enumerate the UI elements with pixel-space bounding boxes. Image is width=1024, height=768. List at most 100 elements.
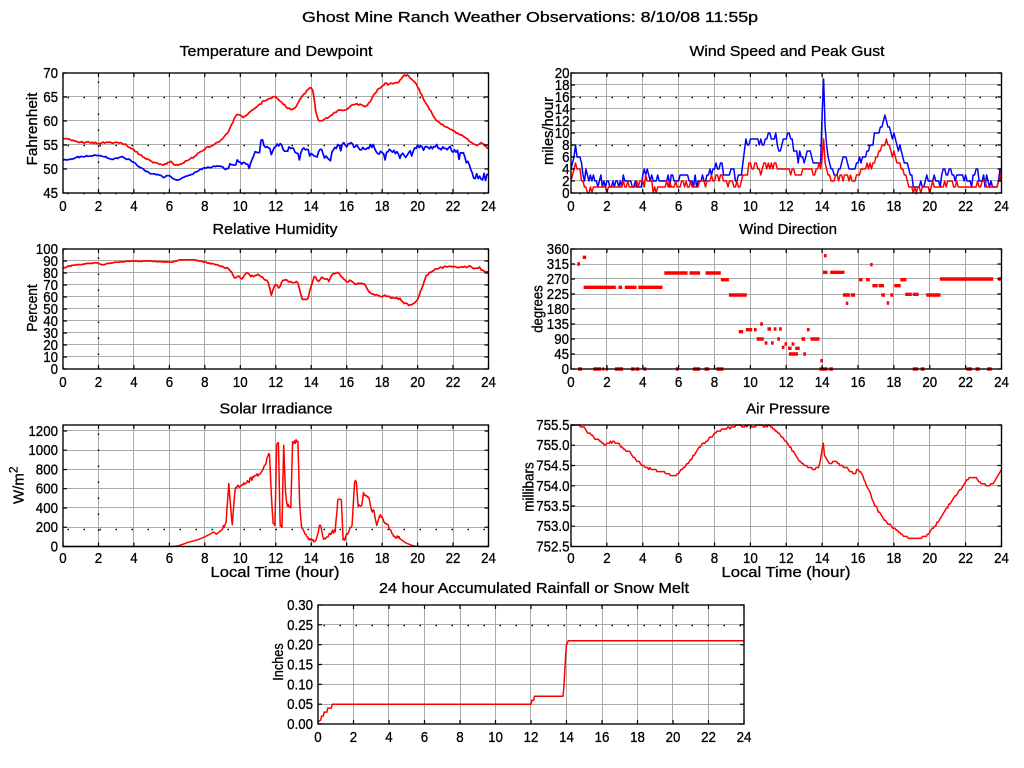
svg-text:10: 10 xyxy=(743,374,758,391)
svg-text:24: 24 xyxy=(481,550,496,567)
svg-text:800: 800 xyxy=(36,462,58,479)
svg-text:8: 8 xyxy=(201,374,208,391)
svg-text:2: 2 xyxy=(603,550,610,567)
svg-text:6: 6 xyxy=(166,550,173,567)
svg-text:0: 0 xyxy=(314,729,321,746)
svg-text:14: 14 xyxy=(555,101,570,118)
svg-text:0: 0 xyxy=(567,198,574,215)
svg-text:12: 12 xyxy=(268,198,283,215)
svg-text:55: 55 xyxy=(43,137,58,154)
svg-text:24: 24 xyxy=(481,198,496,215)
svg-text:18: 18 xyxy=(887,374,902,391)
svg-text:4: 4 xyxy=(639,374,646,391)
svg-text:Percent: Percent xyxy=(24,283,41,331)
svg-text:10: 10 xyxy=(233,550,248,567)
svg-text:miles/hour: miles/hour xyxy=(540,97,557,165)
svg-text:754.0: 754.0 xyxy=(536,478,569,495)
svg-text:755.0: 755.0 xyxy=(536,437,569,454)
svg-text:4: 4 xyxy=(385,729,392,746)
svg-text:10: 10 xyxy=(43,349,58,366)
svg-text:22: 22 xyxy=(958,550,973,567)
svg-text:2: 2 xyxy=(95,550,102,567)
svg-text:Local Time (hour): Local Time (hour) xyxy=(722,564,851,581)
svg-text:6: 6 xyxy=(675,198,682,215)
svg-text:Solar Irradiance: Solar Irradiance xyxy=(220,401,333,418)
svg-text:12: 12 xyxy=(779,550,794,567)
svg-text:20: 20 xyxy=(922,550,937,567)
svg-text:22: 22 xyxy=(958,198,973,215)
svg-text:400: 400 xyxy=(36,500,58,517)
svg-text:30: 30 xyxy=(43,325,58,342)
svg-text:1000: 1000 xyxy=(28,442,58,459)
svg-text:20: 20 xyxy=(666,729,681,746)
svg-text:0.20: 0.20 xyxy=(287,637,313,654)
svg-text:10: 10 xyxy=(233,198,248,215)
svg-text:0.15: 0.15 xyxy=(287,657,313,674)
svg-text:6: 6 xyxy=(675,374,682,391)
svg-text:2: 2 xyxy=(603,374,610,391)
svg-text:18: 18 xyxy=(630,729,645,746)
svg-text:0: 0 xyxy=(567,550,574,567)
svg-text:16: 16 xyxy=(555,89,570,106)
svg-text:16: 16 xyxy=(339,374,354,391)
svg-text:2: 2 xyxy=(350,729,357,746)
svg-text:12: 12 xyxy=(268,550,283,567)
svg-text:70: 70 xyxy=(43,277,58,294)
svg-text:0: 0 xyxy=(51,539,58,556)
svg-text:18: 18 xyxy=(375,374,390,391)
svg-text:2: 2 xyxy=(95,198,102,215)
svg-text:40: 40 xyxy=(43,313,58,330)
svg-text:2: 2 xyxy=(603,198,610,215)
svg-text:8: 8 xyxy=(562,137,569,154)
svg-text:0.25: 0.25 xyxy=(287,617,313,634)
svg-text:315: 315 xyxy=(547,256,569,273)
svg-text:Inches: Inches xyxy=(270,643,287,681)
svg-text:22: 22 xyxy=(701,729,716,746)
svg-text:50: 50 xyxy=(43,301,58,318)
svg-text:20: 20 xyxy=(410,550,425,567)
svg-text:10: 10 xyxy=(743,550,758,567)
svg-text:18: 18 xyxy=(887,198,902,215)
svg-text:22: 22 xyxy=(958,374,973,391)
svg-text:Local Time (hour): Local Time (hour) xyxy=(211,564,340,581)
svg-text:18: 18 xyxy=(375,550,390,567)
svg-text:4: 4 xyxy=(130,198,137,215)
svg-text:270: 270 xyxy=(547,271,569,288)
svg-text:Wind Direction: Wind Direction xyxy=(739,221,837,238)
svg-text:90: 90 xyxy=(554,331,569,348)
svg-text:0.30: 0.30 xyxy=(287,597,313,614)
svg-text:12: 12 xyxy=(779,198,794,215)
svg-text:60: 60 xyxy=(43,289,58,306)
svg-text:22: 22 xyxy=(446,550,461,567)
svg-text:6: 6 xyxy=(166,374,173,391)
svg-text:20: 20 xyxy=(922,374,937,391)
svg-text:18: 18 xyxy=(555,77,570,94)
svg-text:753.0: 753.0 xyxy=(536,518,569,535)
svg-text:225: 225 xyxy=(547,286,569,303)
svg-text:0: 0 xyxy=(562,185,569,202)
svg-text:Relative Humidity: Relative Humidity xyxy=(213,221,339,238)
svg-text:millibars: millibars xyxy=(521,462,538,512)
svg-text:0.10: 0.10 xyxy=(287,676,313,693)
svg-text:20: 20 xyxy=(410,374,425,391)
svg-text:Fahrenheit: Fahrenheit xyxy=(24,92,41,166)
svg-text:12: 12 xyxy=(524,729,539,746)
svg-text:2: 2 xyxy=(95,374,102,391)
svg-text:0: 0 xyxy=(59,198,66,215)
svg-text:10: 10 xyxy=(555,125,570,142)
svg-text:6: 6 xyxy=(166,198,173,215)
svg-text:100: 100 xyxy=(36,241,58,258)
svg-text:135: 135 xyxy=(547,316,569,333)
svg-text:24: 24 xyxy=(994,374,1009,391)
svg-text:Ghost Mine Ranch Weather Obser: Ghost Mine Ranch Weather Observations: 8… xyxy=(302,9,758,26)
svg-text:4: 4 xyxy=(639,198,646,215)
svg-text:0.00: 0.00 xyxy=(287,716,313,733)
svg-text:80: 80 xyxy=(43,265,58,282)
svg-text:70: 70 xyxy=(43,65,58,82)
svg-text:0.05: 0.05 xyxy=(287,696,313,713)
svg-text:16: 16 xyxy=(851,198,866,215)
svg-text:0: 0 xyxy=(59,374,66,391)
svg-text:14: 14 xyxy=(815,198,830,215)
svg-text:W/m2: W/m2 xyxy=(7,466,28,504)
svg-text:8: 8 xyxy=(201,198,208,215)
